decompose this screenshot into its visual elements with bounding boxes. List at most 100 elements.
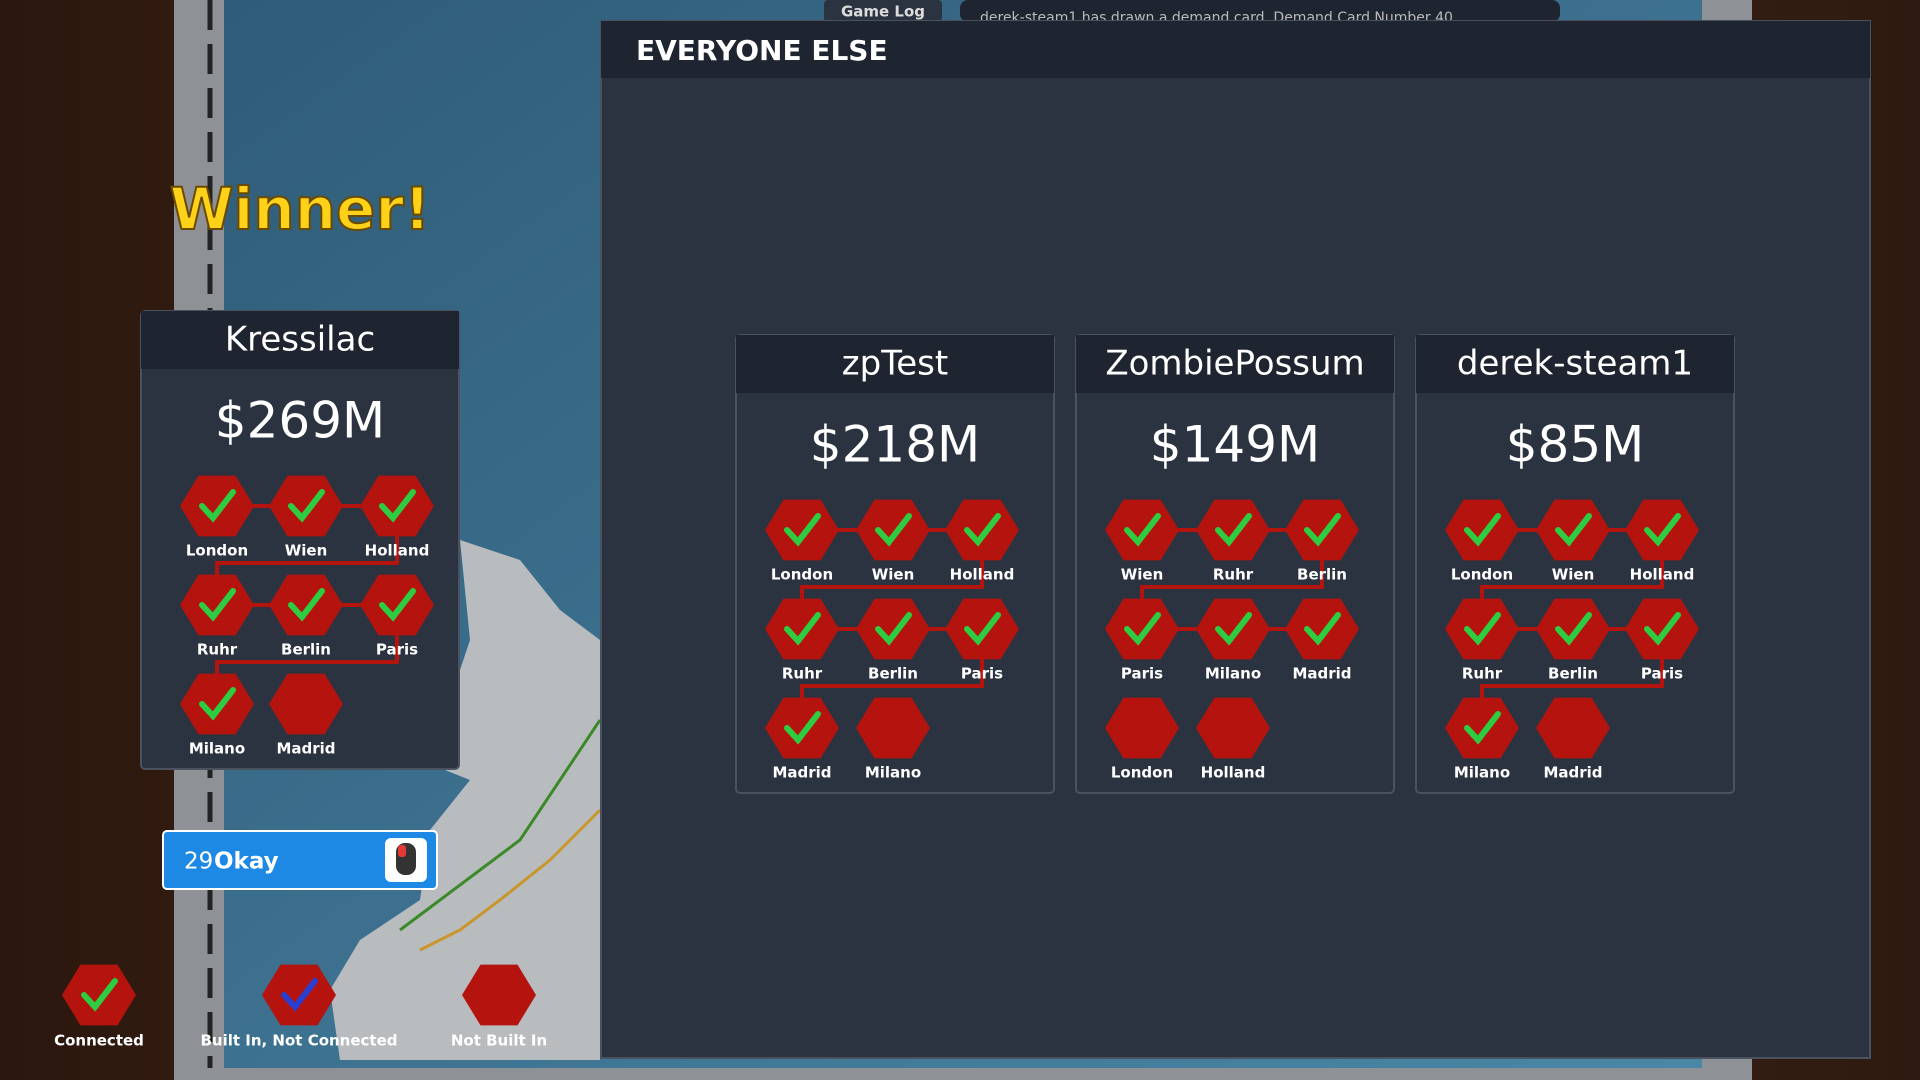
check-mark [1304,612,1341,646]
check-mark [1464,513,1501,547]
city-hex [462,964,536,1026]
city-label: Holland [365,542,430,560]
map-land [330,540,600,1060]
connection-line [215,635,399,674]
city-label: Paris [1641,665,1683,683]
okay-label[interactable]: Okay [214,849,279,875]
check-mark [281,978,318,1012]
mouse-icon-button [398,845,406,857]
player-card-header [141,311,459,369]
city-label: Ruhr [1462,665,1503,683]
check-mark [1304,513,1341,547]
check-mark [1215,513,1252,547]
city-label: Berlin [281,641,331,659]
connection-line [800,659,984,698]
okay-button[interactable] [162,830,438,890]
city-hex [1196,697,1270,759]
city-label: Madrid [1543,764,1602,782]
legend-label: Built In, Not Connected [200,1032,397,1050]
game-log-tab[interactable] [824,0,942,22]
connection-line [1140,560,1324,599]
winner-banner: Winner! [170,175,431,243]
player-name: ZombiePossum [1105,344,1364,384]
city-label: London [1111,764,1173,782]
check-mark [199,687,236,721]
panel-title: EVERYONE ELSE [636,34,888,67]
city-label: Holland [950,566,1015,584]
city-label: Madrid [772,764,831,782]
legend-label: Not Built In [451,1032,547,1050]
city-label: Paris [1121,665,1163,683]
city-label: Milano [1454,764,1510,782]
city-hex [269,673,343,735]
city-label: London [186,542,248,560]
player-card-header [1076,335,1394,393]
player-name: derek-steam1 [1457,344,1693,384]
city-label: Wien [285,542,328,560]
city-hex [856,697,930,759]
game-log-bar [960,0,1560,22]
city-label: Wien [1121,566,1164,584]
check-mark [199,588,236,622]
check-mark [288,588,325,622]
city-hex [1536,697,1610,759]
city-label: Berlin [1548,665,1598,683]
check-mark [784,711,821,745]
player-money: $269M [215,392,385,450]
check-mark [1555,513,1592,547]
city-label: Wien [1552,566,1595,584]
check-mark [784,513,821,547]
connection-line [1480,560,1664,599]
city-label: Madrid [1292,665,1351,683]
connection-line [800,560,984,599]
city-label: Paris [376,641,418,659]
player-money: $149M [1150,416,1320,474]
check-mark [379,588,416,622]
city-label: Paris [961,665,1003,683]
check-mark [1555,612,1592,646]
city-label: Ruhr [197,641,238,659]
panel-header [601,21,1870,78]
city-label: Berlin [868,665,918,683]
city-label: Milano [189,740,245,758]
game-log-message: derek-steam1 has drawn a demand card. De… [980,10,1453,26]
check-mark [964,513,1001,547]
city-label: London [1451,566,1513,584]
check-mark [1464,711,1501,745]
player-name: zpTest [842,344,948,384]
check-mark [1464,612,1501,646]
map-rail [419,808,602,952]
okay-timer[interactable]: 29 [184,849,213,875]
check-mark [1124,612,1161,646]
connection-line [1480,659,1664,698]
player-money: $218M [810,416,980,474]
check-mark [784,612,821,646]
city-label: Wien [872,566,915,584]
player-card-header [1416,335,1734,393]
check-mark [875,612,912,646]
connection-line [215,536,399,575]
check-mark [379,489,416,523]
check-mark [875,513,912,547]
check-mark [1644,513,1681,547]
player-name: Kressilac [225,320,375,360]
city-label: Madrid [276,740,335,758]
check-mark [199,489,236,523]
city-label: Holland [1201,764,1266,782]
player-card-header [736,335,1054,393]
player-money: $85M [1506,416,1645,474]
game-log-tab-label[interactable]: Game Log [841,3,925,21]
legend-label: Connected [54,1032,144,1050]
map-rail [399,719,602,932]
city-label: Milano [865,764,921,782]
city-label: Berlin [1297,566,1347,584]
check-mark [1215,612,1252,646]
check-mark [288,489,325,523]
check-mark [1124,513,1161,547]
city-label: Ruhr [782,665,823,683]
city-label: Holland [1630,566,1695,584]
check-mark [81,978,118,1012]
check-mark [1644,612,1681,646]
